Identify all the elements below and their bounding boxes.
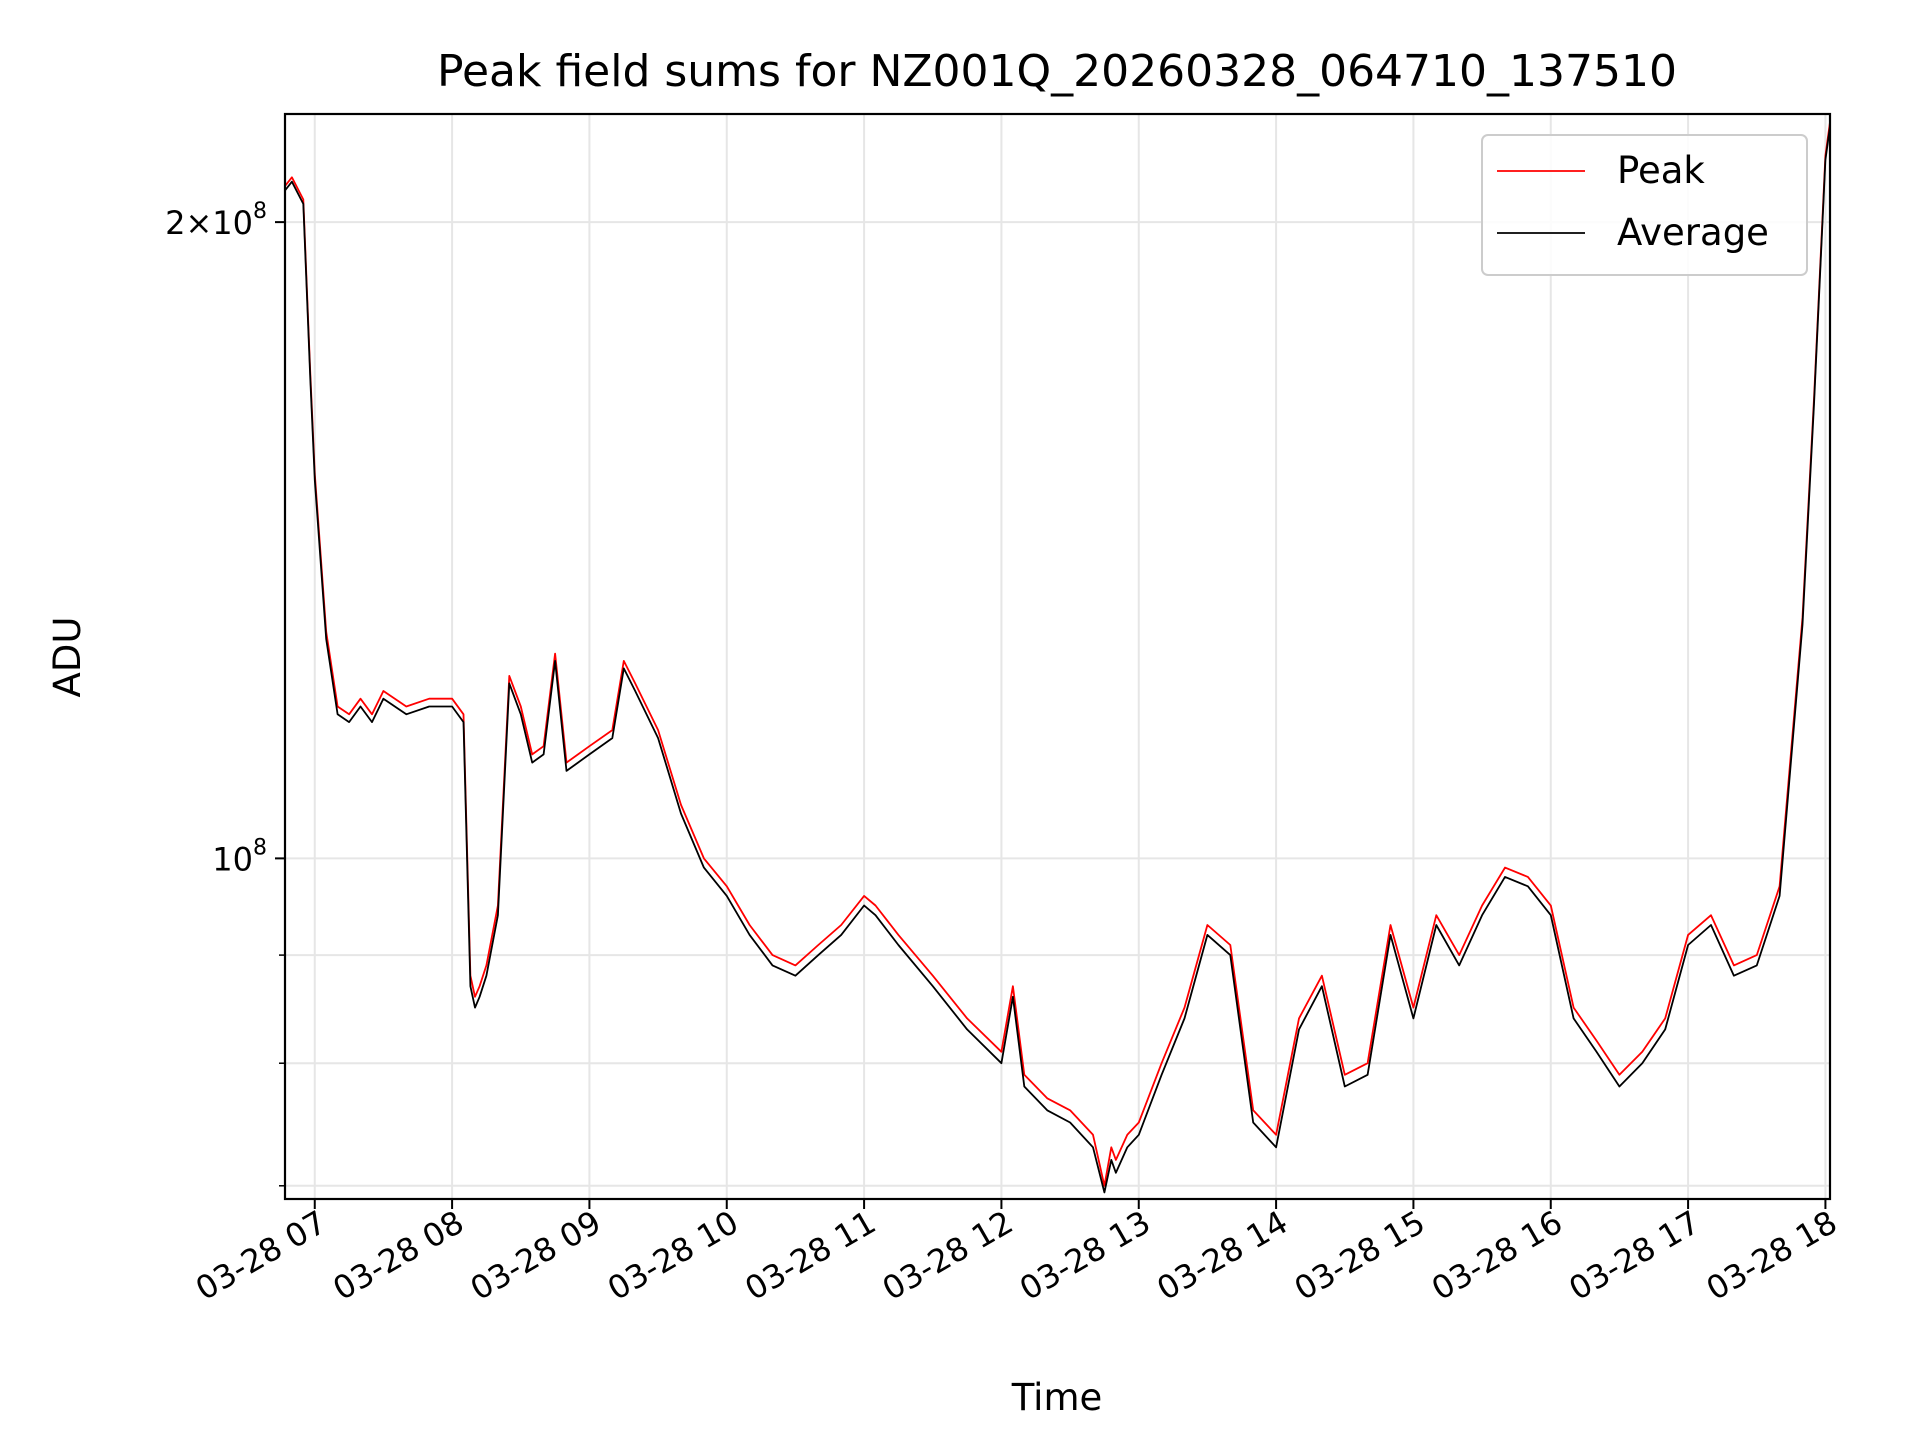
series-line-average xyxy=(284,126,1831,1194)
y-tick-label: 108 xyxy=(212,835,267,878)
y-tick-labels: 2×108 108 xyxy=(165,199,267,878)
y-axis-label: ADU xyxy=(46,617,89,698)
legend: Peak Average xyxy=(1481,134,1808,276)
legend-average-label: Average xyxy=(1617,211,1769,254)
legend-peak-label: Peak xyxy=(1617,149,1705,192)
axis-ticks xyxy=(275,221,1827,1209)
grid-lines xyxy=(285,114,1830,1199)
plot-series xyxy=(284,122,1831,1194)
plot-frame xyxy=(283,112,1832,1201)
chart-title: Peak field sums for NZ001Q_20260328_0647… xyxy=(437,46,1677,97)
y-tick-label: 2×108 xyxy=(165,199,267,242)
legend-box xyxy=(1481,134,1808,276)
x-axis-label: Time xyxy=(1011,1376,1103,1419)
